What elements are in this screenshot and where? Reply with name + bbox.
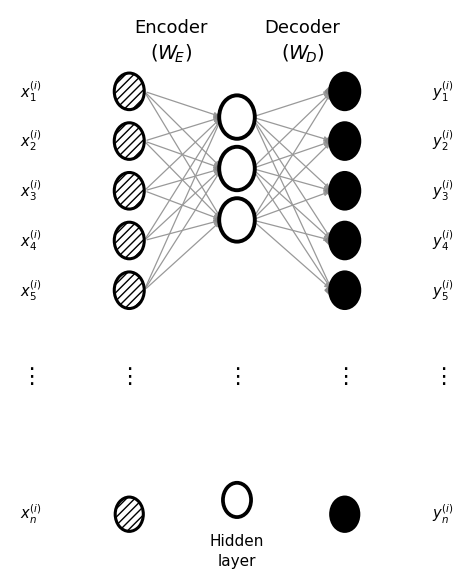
Text: Decoder: Decoder: [264, 19, 340, 37]
Text: $x_2^{(i)}$: $x_2^{(i)}$: [20, 129, 42, 153]
Polygon shape: [215, 213, 228, 226]
Circle shape: [330, 123, 360, 159]
Text: $x_3^{(i)}$: $x_3^{(i)}$: [20, 178, 42, 203]
Circle shape: [219, 95, 255, 139]
Polygon shape: [325, 284, 338, 297]
Circle shape: [114, 173, 144, 209]
Circle shape: [115, 497, 143, 531]
Text: Encoder: Encoder: [135, 19, 208, 37]
Polygon shape: [325, 234, 338, 247]
Text: $x_5^{(i)}$: $x_5^{(i)}$: [20, 278, 42, 302]
Circle shape: [223, 483, 251, 517]
Text: ⋮: ⋮: [334, 367, 356, 387]
Text: Hidden: Hidden: [210, 534, 264, 549]
Circle shape: [330, 222, 360, 259]
Circle shape: [114, 222, 144, 259]
Text: $x_4^{(i)}$: $x_4^{(i)}$: [20, 228, 42, 253]
Circle shape: [219, 147, 255, 190]
Text: $y_3^{(i)}$: $y_3^{(i)}$: [432, 178, 454, 203]
Circle shape: [331, 497, 359, 531]
Text: $y_n^{(i)}$: $y_n^{(i)}$: [432, 503, 454, 526]
Circle shape: [330, 73, 360, 110]
Text: $y_1^{(i)}$: $y_1^{(i)}$: [432, 79, 454, 104]
Text: $y_5^{(i)}$: $y_5^{(i)}$: [432, 278, 454, 302]
Text: $(\mathbf{\mathit{W}}_{\!\mathit{D}})$: $(\mathbf{\mathit{W}}_{\!\mathit{D}})$: [281, 43, 325, 65]
Text: layer: layer: [218, 554, 256, 569]
Polygon shape: [215, 162, 228, 175]
Polygon shape: [325, 135, 338, 147]
Text: $y_2^{(i)}$: $y_2^{(i)}$: [432, 129, 454, 153]
Text: $(\mathbf{\mathit{W}}_{\!\mathit{E}})$: $(\mathbf{\mathit{W}}_{\!\mathit{E}})$: [150, 43, 192, 65]
Text: $y_4^{(i)}$: $y_4^{(i)}$: [432, 228, 454, 253]
Text: $x_1^{(i)}$: $x_1^{(i)}$: [20, 79, 42, 104]
Text: ⋮: ⋮: [432, 367, 454, 387]
Polygon shape: [325, 85, 338, 98]
Circle shape: [330, 272, 360, 309]
Polygon shape: [215, 111, 228, 123]
Text: $x_n^{(i)}$: $x_n^{(i)}$: [20, 503, 42, 526]
Text: ⋮: ⋮: [20, 367, 42, 387]
Circle shape: [114, 272, 144, 309]
Circle shape: [330, 173, 360, 209]
Text: ⋮: ⋮: [118, 367, 140, 387]
Circle shape: [114, 73, 144, 110]
Circle shape: [219, 198, 255, 242]
Text: ⋮: ⋮: [226, 367, 248, 387]
Polygon shape: [325, 185, 338, 197]
Circle shape: [114, 123, 144, 159]
